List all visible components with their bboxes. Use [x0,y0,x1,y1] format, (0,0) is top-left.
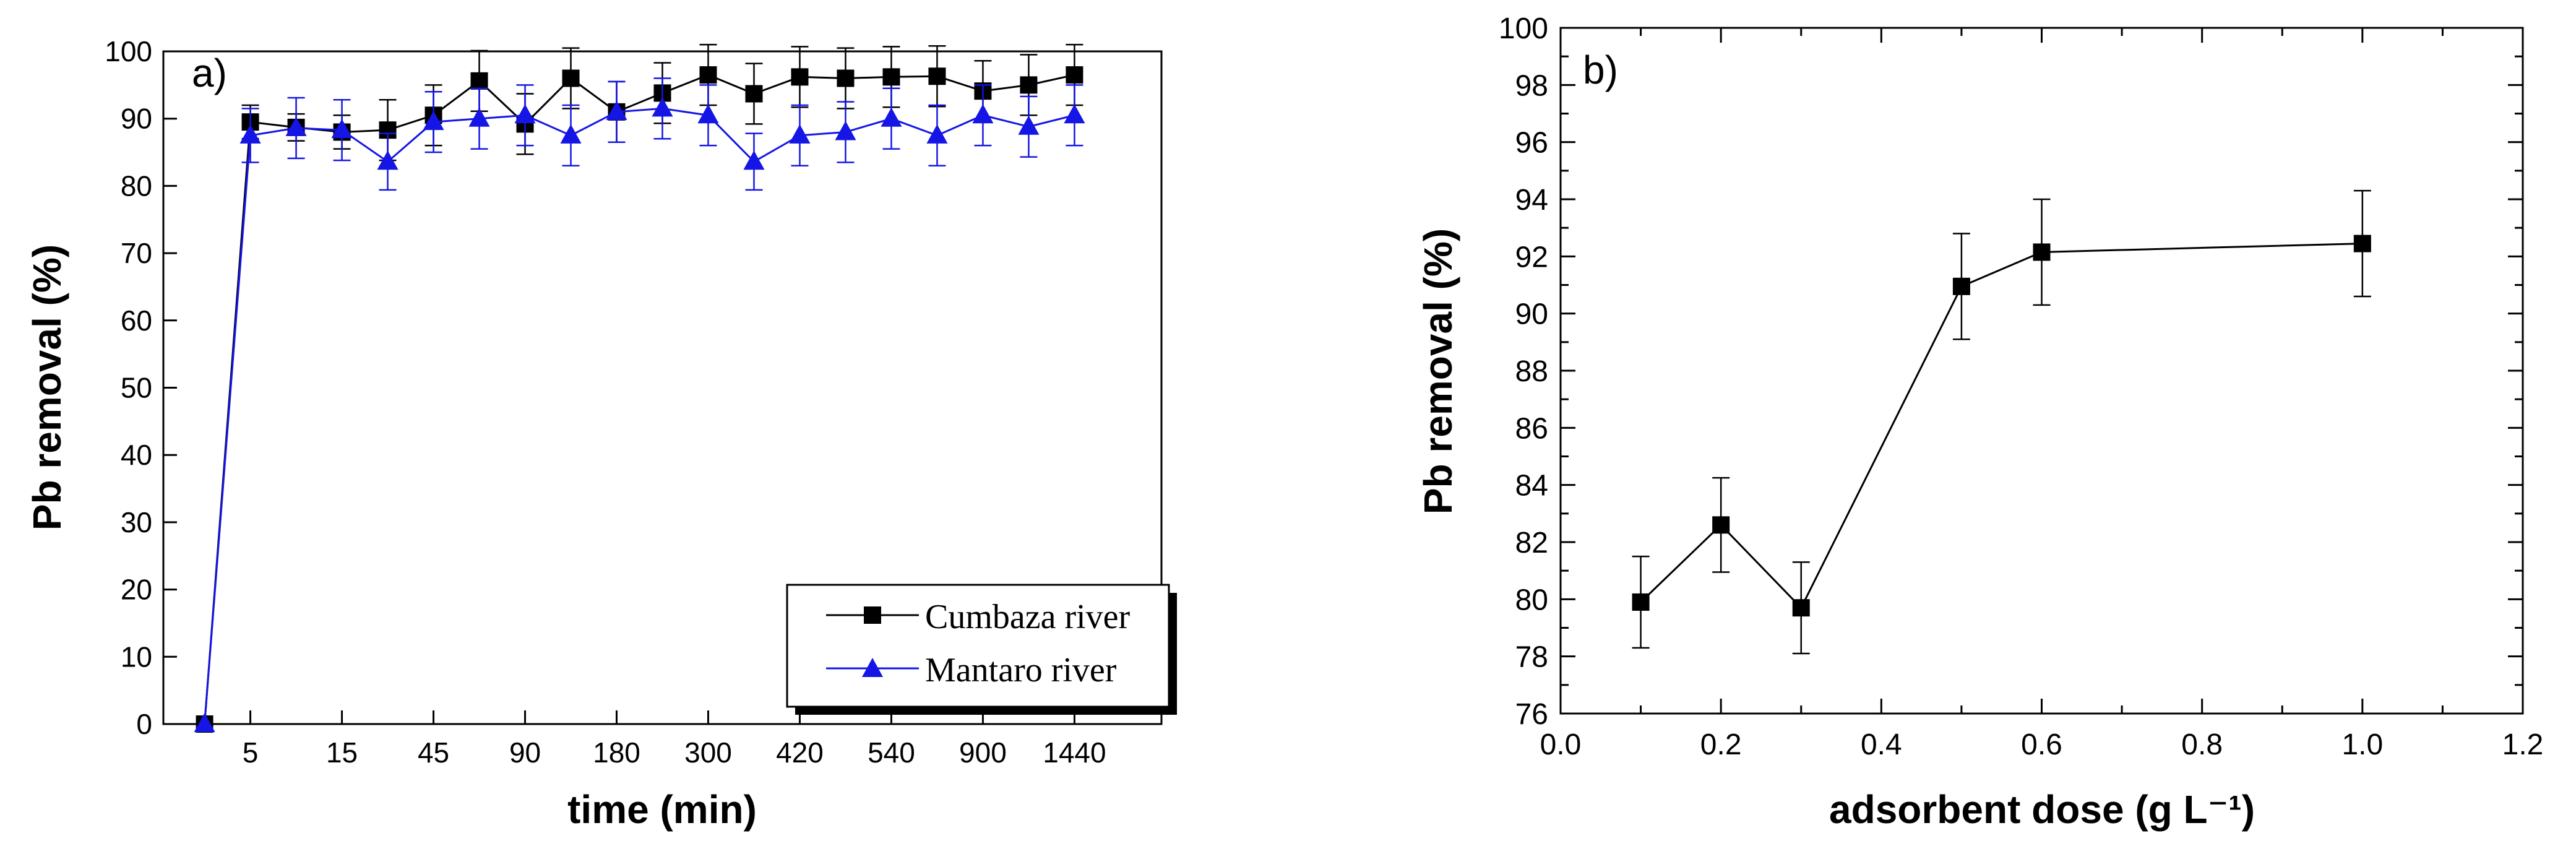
a-x-tick-label: 5 [243,736,259,769]
a-y-tick-label: 90 [121,103,152,135]
a-data-point [837,69,855,87]
a-data-point [835,121,856,140]
a-x-tick-label: 1440 [1043,736,1106,769]
a-data-point [562,69,580,87]
a-data-point [882,68,900,86]
a-data-point [745,85,763,103]
a-x-tick-label: 900 [959,736,1007,769]
a-x-tick-label: 420 [776,736,824,769]
b-x-tick-label: 0.0 [1540,728,1582,761]
a-x-tick-label: 45 [418,736,449,769]
panel-b-plot-frame [1559,27,2524,715]
a-data-point [791,68,809,86]
a-y-tick-label: 40 [121,439,152,471]
panel-a-y-axis-title: Pb removal (%) [25,244,69,530]
b-data-point [1712,516,1730,534]
b-y-tick-label: 98 [1515,69,1548,102]
a-y-tick-label: 100 [105,35,152,67]
b-y-tick-label: 78 [1515,641,1548,674]
a-data-point [331,119,353,139]
panel-b-y-axis-title: Pb removal (%) [1416,228,1460,514]
b-x-tick-label: 0.2 [1700,728,1742,761]
b-y-tick-label: 96 [1515,127,1548,160]
a-data-point [606,100,627,120]
b-y-tick-label: 86 [1515,412,1548,445]
a-data-point [1066,66,1083,84]
a-data-point [377,150,398,170]
b-x-tick-label: 0.6 [2021,728,2062,761]
b-x-tick-label: 0.4 [1861,728,1902,761]
a-data-point [926,124,948,144]
a-y-tick-label: 0 [136,708,152,740]
a-y-tick-label: 20 [121,574,152,606]
panel-b-x-axis-title: adsorbent dose (g L⁻¹) [1829,787,2255,832]
b-series-line [1640,243,2363,610]
a-data-point [928,67,946,85]
b-y-tick-label: 92 [1515,241,1548,274]
b-data-point [2033,243,2051,261]
b-data-point [1632,593,1650,611]
a-data-point [470,72,488,90]
b-y-tick-label: 94 [1515,184,1548,217]
a-x-tick-label: 90 [509,736,541,769]
b-y-tick-label: 100 [1499,12,1548,45]
a-y-tick-label: 10 [121,641,152,673]
a-y-tick-label: 80 [121,170,152,202]
b-x-tick-label: 1.2 [2502,728,2544,761]
a-x-tick-label: 180 [593,736,640,769]
a-series-1 [194,77,1085,732]
a-data-point [423,111,444,131]
a-data-point [699,66,717,84]
panel-b-label: b) [1583,48,1618,92]
a-data-point [697,104,719,124]
a-y-tick-label: 50 [121,372,152,404]
b-x-tick-label: 1.0 [2341,728,2383,761]
panel-a-chart: a) time (min) Pb removal (%) 0 10 20 30 40 50… [25,35,1177,832]
a-data-point [881,107,902,127]
a-y-tick-label: 30 [121,506,152,538]
b-y-tick-label: 80 [1515,584,1548,616]
a-data-point [652,97,673,117]
a-data-point [239,124,261,144]
a-data-point [285,116,307,136]
b-x-tick-label: 0.8 [2181,728,2223,761]
b-data-point [1792,599,1810,617]
a-y-tick-label: 70 [121,237,152,269]
legend-box [786,584,1170,708]
panel-a-x-axis-title: time (min) [567,787,757,832]
a-data-point [468,107,490,127]
a-data-point [1064,104,1085,124]
panel-b-chart: b) adsorbent dose (g L⁻¹) Pb removal (%)… [1416,12,2543,832]
b-series-0 [1632,189,2371,655]
a-data-point [514,104,536,124]
legend-triangle-marker [862,658,883,677]
a-data-point [1018,115,1040,135]
panel-a-legend: Cumbaza river Mantaro river [786,584,1177,715]
b-y-tick-label: 88 [1515,355,1548,388]
b-y-tick-label: 84 [1515,470,1548,503]
b-data-point [1952,277,1970,295]
a-x-tick-label: 300 [684,736,732,769]
a-data-point [194,713,215,732]
a-x-tick-label: 15 [326,736,358,769]
a-data-point [1020,76,1038,94]
a-data-point [789,124,811,144]
legend-label-mantaro: Mantaro river [925,651,1117,689]
b-y-tick-label: 76 [1515,698,1548,731]
b-y-tick-label: 90 [1515,298,1548,331]
legend-label-cumbaza: Cumbaza river [925,598,1131,636]
a-data-point [560,124,582,144]
a-data-point [743,150,765,170]
a-data-point [972,104,994,124]
b-data-point [2353,235,2371,252]
legend-square-marker [864,606,881,624]
b-y-tick-label: 82 [1515,527,1548,559]
panel-a-label: a) [192,51,227,95]
a-x-tick-label: 540 [868,736,915,769]
a-y-tick-label: 60 [121,304,152,337]
